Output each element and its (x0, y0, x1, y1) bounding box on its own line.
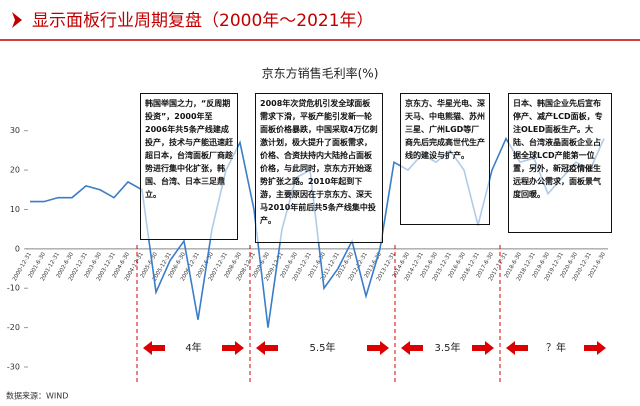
arrow-right (222, 341, 244, 355)
cycle-label: ？年 (546, 341, 566, 354)
arrow-left (256, 341, 278, 355)
y-tick-label: -10 (7, 284, 20, 293)
page-title: 显示面板行业周期复盘（2000年～2021年） (32, 11, 374, 31)
y-tick-label: -20 (7, 323, 20, 332)
y-tick-label: 0 (15, 244, 20, 253)
chart-title: 京东方销售毛利率(%) (262, 66, 379, 81)
arrow-left (143, 341, 165, 355)
annotation: 2008年次贷危机引发全球面板需求下滑，平板产能引发新一轮面板价格暴跌，中国采取… (255, 93, 383, 243)
annotation: 京东方、华星光电、深天马、中电熊猫、苏州三星、广州LGD等厂商先后完成高世代生产… (400, 93, 490, 225)
arrow-left (401, 341, 423, 355)
arrow-right (367, 341, 389, 355)
y-tick-label: -30 (7, 363, 20, 372)
arrow-right (584, 341, 606, 355)
cycle-label: 4年 (185, 341, 201, 354)
arrow-left (506, 341, 528, 355)
source: 数据来源：WIND (6, 391, 68, 401)
arrow-right (472, 341, 494, 355)
cycle-label: 5.5年 (310, 341, 336, 354)
bullet (12, 12, 22, 28)
annotation: 韩国举国之力，“反周期投资”，2000年至2006年共5条产线建成投产，技术与产… (140, 93, 238, 240)
cycle-label: 3.5年 (435, 341, 461, 354)
y-tick-label: 30 (10, 126, 20, 135)
y-tick-label: 20 (10, 166, 20, 175)
y-tick-label: 10 (10, 205, 20, 214)
annotation: 日本、韩国企业先后宣布停产、减产LCD面板，专注OLED面板生产。大陆、台湾液晶… (508, 93, 612, 233)
